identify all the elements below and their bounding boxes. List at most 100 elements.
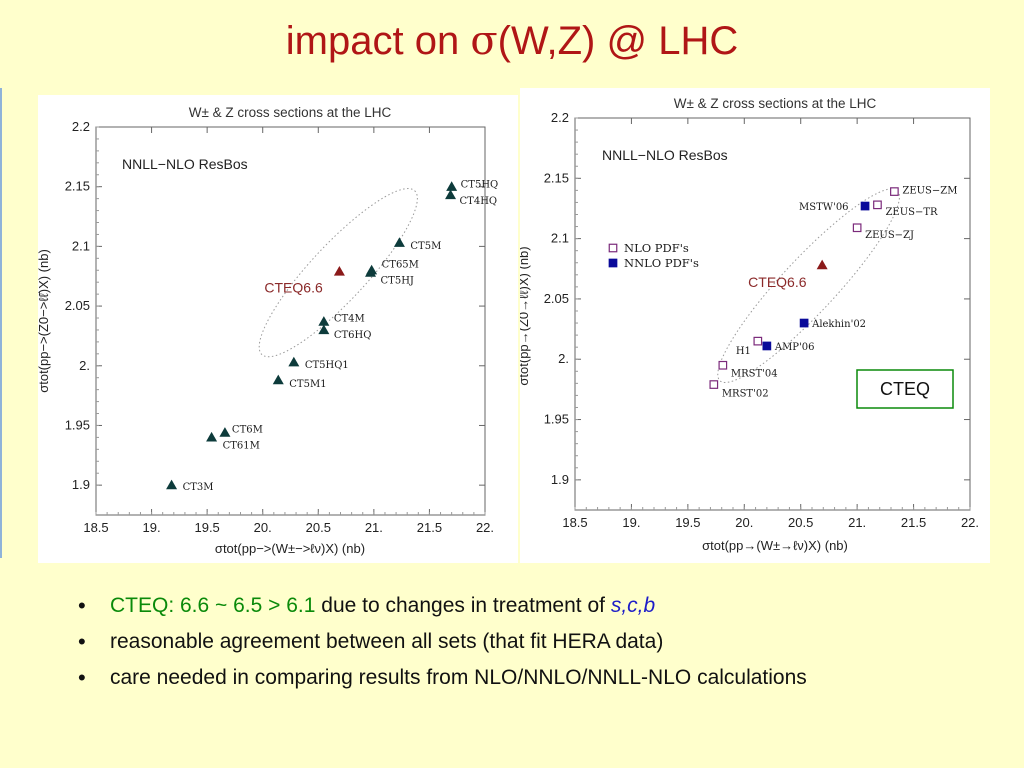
point-label: AMP'06 [774,342,815,353]
x-tick-label: 20.5 [306,520,331,535]
point-label: CT4HQ [460,196,498,207]
point-label: CT3M [183,482,214,493]
y-tick-label: 2.15 [544,170,569,185]
y-tick-label: 2.1 [72,238,90,253]
chart-subtitle: NNLL−NLO ResBos [122,156,248,172]
y-axis-label: σtot(pp→(Z0→ℓℓ̄)X) (nb) [520,246,531,385]
point-label: MRST'02 [722,389,769,400]
point-label: ZEUS−TR [885,207,938,218]
point-label: CT61M [223,440,260,451]
x-tick-label: 19. [143,520,161,535]
point-label: H1 [736,346,751,357]
legend-nnlo-label: NNLO PDF's [624,256,699,270]
left-chart-panel: W± & Z cross sections at the LHC 18.5 19. 1… [36,95,518,563]
data-point [852,223,862,233]
x-tick-label: 21.5 [901,515,926,530]
y-tick-label: 1.9 [72,477,90,492]
x-tick-label: 20. [735,515,753,530]
data-point [799,318,809,328]
x-tick-label: 20. [254,520,272,535]
x-tick-label: 18.5 [83,520,108,535]
y-tick-label: 2.05 [544,291,569,306]
bullet-text: due to changes in treatment of [315,594,611,617]
bullet-text: reasonable agreement between all sets (t… [110,630,664,653]
bullet-item: • CTEQ: 6.6 ~ 6.5 > 6.1 due to changes i… [78,592,978,619]
point-label: CT5M1 [289,379,326,390]
bullet-highlight: CTEQ: 6.6 ~ 6.5 > 6.1 [110,594,316,617]
y-tick-label: 2.2 [72,119,90,134]
x-tick-label: 21.5 [417,520,442,535]
data-point [445,189,457,200]
x-tick-label: 18.5 [562,515,587,530]
point-label: CT6M [232,425,263,436]
y-tick-label: 1.95 [65,417,90,432]
x-tick-label: 21. [365,520,383,535]
y-tick-label: 2.15 [65,179,90,194]
point-label: CT5HQ [461,180,499,191]
y-tick-label: 1.95 [544,412,569,427]
cteq66-annotation: CTEQ6.6 [264,279,323,295]
bullet-list: • CTEQ: 6.6 ~ 6.5 > 6.1 due to changes i… [78,592,978,700]
right-chart-panel: W± & Z cross sections at the LHC 18.5 19. 1… [516,88,990,563]
data-point [709,380,719,389]
data-point [318,324,330,335]
y-tick-label: 2.2 [551,110,569,125]
legend-nnlo-marker [608,258,618,268]
data-point [762,341,772,351]
chart-title: W± & Z cross sections at the LHC [674,96,877,111]
bullet-dot-icon: • [78,629,86,654]
data-point [166,479,178,490]
y-tick-label: 2. [79,358,90,373]
data-point [446,181,458,191]
x-axis-label: σtot(pp→(W±→ℓν)X) (nb) [702,538,848,553]
point-label: ZEUS−ZM [902,186,957,197]
uncertainty-ellipse [258,188,418,358]
bullet-item: • care needed in comparing results from … [78,664,978,691]
data-point [393,237,405,247]
bullet-item: • reasonable agreement between all sets … [78,628,978,655]
cteq-box [856,369,954,409]
data-point [860,201,870,211]
bullet-text: care needed in comparing results from NL… [110,666,807,689]
data-point [873,200,882,210]
y-tick-label: 2.05 [65,298,90,313]
point-label: CT5HQ1 [305,360,349,371]
plot-frame [574,117,971,511]
y-tick-label: 1.9 [551,472,569,487]
x-axis-label: σtot(pp−>(W±−>ℓν)X) (nb) [215,541,365,556]
cteq66-marker [333,265,345,276]
cteq66-annotation: CTEQ6.6 [748,274,807,290]
point-label: ZEUS−ZJ [865,230,914,241]
chart-subtitle: NNLL−NLO ResBos [602,147,728,163]
point-label: CT65M [382,259,419,270]
slide-title: impact on σ(W,Z) @ LHC [285,18,739,64]
right-chart: W± & Z cross sections at the LHC 18.5 19. 1… [516,96,979,553]
data-point [219,427,231,437]
cteq66-marker [816,259,828,270]
point-label: CT5M [410,241,441,252]
cteq-box-label: CTEQ [880,379,930,399]
legend-nlo-label: NLO PDF's [624,241,689,255]
bullet-dot-icon: • [78,593,86,618]
data-point [206,431,218,442]
x-tick-label: 19.5 [675,515,700,530]
chart-title: W± & Z cross sections at the LHC [189,105,392,120]
point-label: CT5HJ [381,276,414,287]
plot-frame [95,126,486,516]
x-tick-label: 21. [848,515,866,530]
data-point [272,374,284,385]
x-tick-label: 19.5 [194,520,219,535]
y-tick-label: 2. [558,351,569,366]
bullet-dot-icon: • [78,665,86,690]
y-axis-label: σtot(pp−>(Z0−>ℓℓ̄)X) (nb) [38,249,51,393]
point-label: MSTW'06 [799,202,849,213]
point-label: CT6HQ [334,330,372,341]
x-tick-label: 22. [476,520,494,535]
left-chart: W± & Z cross sections at the LHC 18.5 19. 1… [36,105,499,556]
slide-left-rule [0,88,2,558]
data-point [288,356,300,367]
point-label: CT4M [334,314,365,325]
data-point [718,360,728,370]
point-label: MRST'04 [731,368,778,379]
x-tick-label: 20.5 [788,515,813,530]
